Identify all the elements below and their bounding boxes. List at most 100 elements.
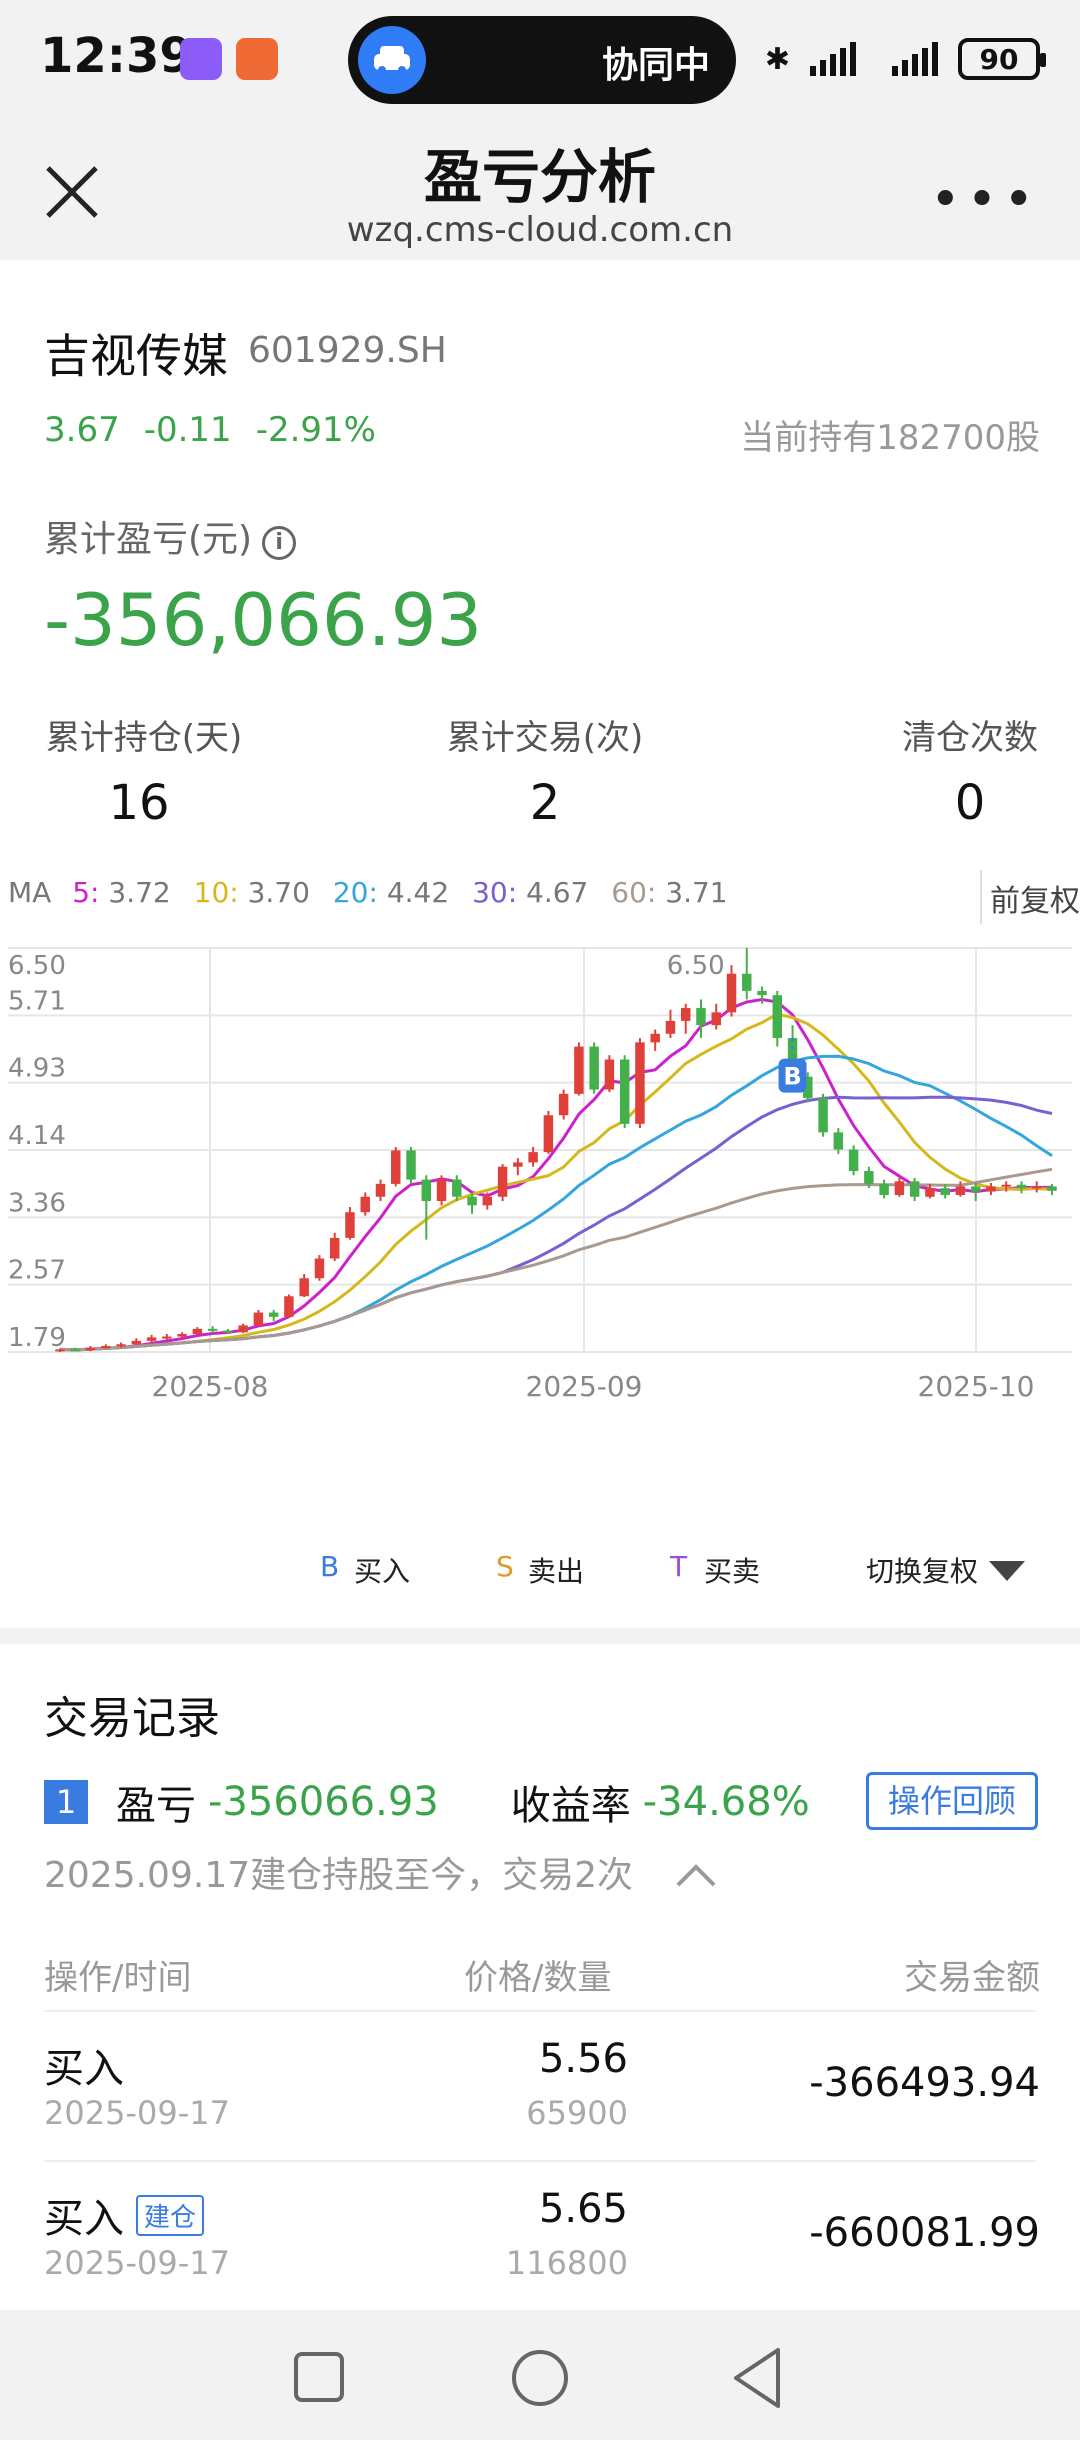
ma10-line: [59, 1012, 1053, 1352]
candle-body: [1032, 1186, 1042, 1189]
review-button[interactable]: 操作回顾: [866, 1772, 1038, 1830]
ma60-line: [59, 1167, 1053, 1352]
dropdown-triangle-icon: [988, 1561, 1025, 1581]
candle-body: [909, 1181, 920, 1197]
buy-letter: B: [320, 1550, 340, 1583]
candlestick-svg: 6.50 5.71 4.93 4.14 3.36 2.57 1.79 2025-08 2025-…: [8, 947, 1072, 1403]
candle-body: [955, 1186, 966, 1196]
y-tick-label: 5.71: [8, 986, 66, 1016]
y-tick-label: 3.36: [8, 1188, 66, 1218]
candle-body: [726, 973, 737, 1013]
col-header-amount: 交易金额: [904, 1958, 1040, 1998]
dynamic-island-pill[interactable]: 协同中: [348, 16, 736, 104]
candle-body: [986, 1186, 996, 1192]
candle-body: [619, 1059, 630, 1124]
buy-marker-letter: B: [783, 1063, 801, 1091]
candle-body: [1047, 1186, 1057, 1191]
candle-body: [558, 1093, 569, 1116]
stat-clear-count: 清仓次数 0: [902, 718, 1038, 831]
candle-body: [635, 1042, 645, 1124]
row-divider: [44, 2160, 1036, 2162]
candle-body: [833, 1132, 844, 1150]
kline-chart[interactable]: MA 5: 3.72 10: 3.70 20: 4.42 30: 4.67 60…: [0, 870, 1080, 1590]
signal-2-icon: [892, 42, 938, 76]
system-nav-bar: [0, 2310, 1080, 2440]
candle-body: [482, 1196, 493, 1206]
candle-body: [742, 973, 752, 991]
candle-body: [680, 1008, 691, 1021]
candle-body: [467, 1196, 477, 1206]
candle-body: [574, 1046, 584, 1094]
home-icon[interactable]: [510, 2348, 570, 2408]
candle-body: [772, 995, 783, 1039]
pill-status-text: 协同中: [601, 45, 710, 86]
status-bar: 12:39 协同中 ✱ 90: [0, 0, 1080, 120]
candle-body: [360, 1196, 370, 1213]
candle-body: [131, 1340, 142, 1345]
candle-body: [1001, 1184, 1011, 1187]
adjust-mode-button[interactable]: 前复权: [980, 870, 1080, 924]
records-title: 交易记录: [44, 1693, 220, 1744]
candle-body: [696, 1008, 706, 1026]
switch-adjust-button[interactable]: 切换复权: [866, 1550, 1027, 1590]
info-icon[interactable]: i: [262, 526, 297, 560]
candle-body: [711, 1012, 721, 1026]
candle-body: [70, 1349, 80, 1352]
candle-body: [604, 1059, 615, 1090]
records-return-value: -34.68%: [642, 1779, 810, 1825]
ma5-line: [59, 997, 1053, 1352]
ma20-line: [59, 1054, 1053, 1352]
candle-body: [803, 1076, 813, 1099]
candle-body: [513, 1162, 523, 1167]
more-options-icon[interactable]: •••: [929, 170, 1040, 230]
candle-body: [497, 1166, 508, 1197]
x-tick-label: 2025-09: [526, 1370, 643, 1403]
y-tick-label: 4.93: [8, 1054, 66, 1084]
x-tick-label: 2025-08: [152, 1370, 269, 1403]
records-since[interactable]: 2025.09.17建仓持股至今，交易2次: [44, 1846, 718, 1898]
candle-body: [85, 1347, 96, 1351]
candle-body: [650, 1033, 660, 1043]
candle-body: [223, 1330, 233, 1333]
pnl-value: -356,066.93: [44, 578, 483, 662]
candle-body: [665, 1020, 676, 1034]
candle-body: [146, 1337, 157, 1341]
candle-body: [177, 1333, 187, 1337]
candle-body: [864, 1171, 874, 1184]
stat-trade-count: 累计交易(次) 2: [446, 718, 644, 831]
back-icon[interactable]: [730, 2346, 784, 2410]
ma-legend: MA 5: 3.72 10: 3.70 20: 4.42 30: 4.67 60…: [8, 876, 728, 909]
candle-body: [391, 1150, 401, 1184]
records-pnl-value: -356066.93: [208, 1779, 439, 1825]
sell-label: 卖出: [528, 1555, 585, 1588]
shenmou-app-icon: [180, 38, 222, 80]
buy-marker-badge: [778, 1058, 807, 1093]
candle-body: [253, 1312, 264, 1326]
candle-body: [589, 1046, 599, 1090]
open-position-tag: 建仓: [136, 2195, 205, 2236]
bluetooth-icon: ✱: [764, 41, 790, 77]
stock-change: -0.11: [143, 410, 232, 450]
candle-body: [940, 1188, 950, 1196]
candle-body: [848, 1149, 859, 1172]
chart-legend: B 买入 S 卖出 T 买卖 切换复权: [0, 1540, 1080, 1600]
records-summary: 1 盈亏 -356066.93 收益率 -34.68%: [44, 1772, 810, 1832]
recent-apps-icon[interactable]: [292, 2350, 346, 2404]
battery-icon: 90: [958, 38, 1046, 80]
close-icon[interactable]: [40, 160, 104, 224]
candle-body: [970, 1186, 981, 1192]
candle-body: [345, 1212, 355, 1238]
candle-body: [314, 1258, 325, 1279]
buy-label: 买入: [354, 1555, 411, 1588]
signal-icon: [810, 42, 856, 76]
candle-body: [421, 1179, 432, 1202]
candle-body: [299, 1278, 309, 1297]
candle-body: [452, 1179, 462, 1197]
candle-body: [284, 1296, 294, 1317]
candle-body: [329, 1237, 340, 1259]
stock-code: 601929.SH: [248, 330, 447, 371]
trade-label: 买卖: [704, 1555, 761, 1588]
chevron-up-icon: [677, 1864, 716, 1887]
y-tick-label: 4.14: [8, 1121, 66, 1151]
holding-shares: 当前持有182700股: [740, 418, 1040, 458]
